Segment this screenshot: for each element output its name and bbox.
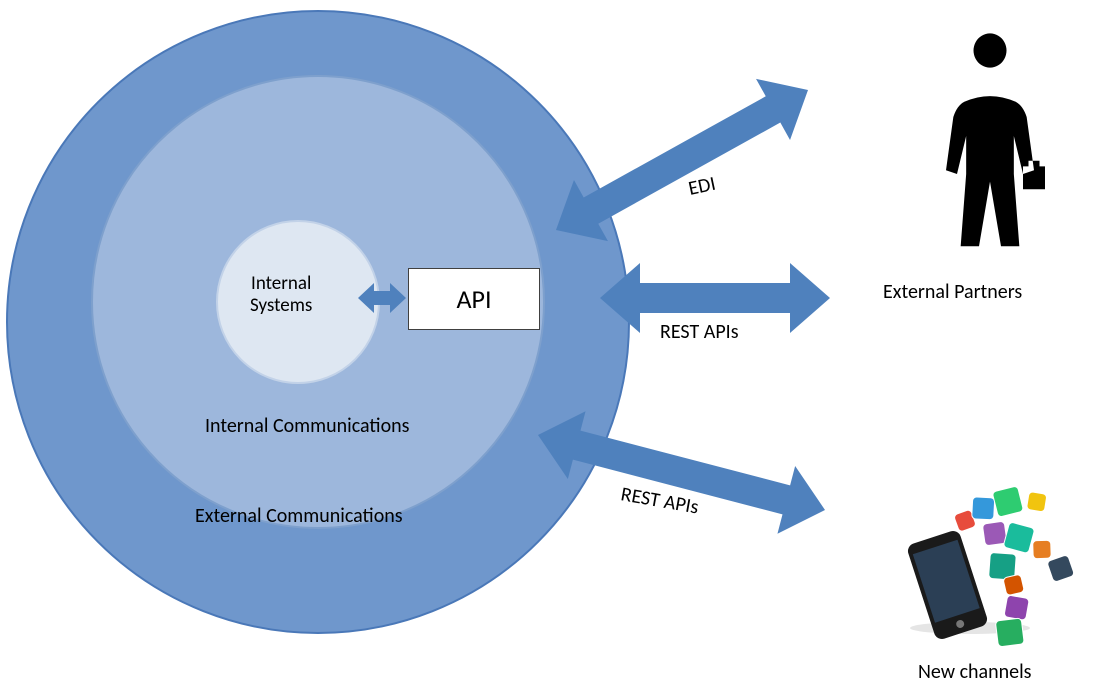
- diagram-stage: External Communications Internal Communi…: [0, 0, 1113, 689]
- new-channels-label: New channels: [918, 660, 1032, 684]
- api-box: API: [408, 268, 540, 330]
- rest-partners-arrow-label: REST APIs: [660, 320, 739, 344]
- mobile-apps-icon: [906, 486, 1075, 647]
- external-partners-label: External Partners: [883, 280, 1022, 304]
- internal-communications-label: Internal Communications: [205, 415, 409, 438]
- api-label: API: [456, 283, 491, 315]
- edi-arrow-label: EDI: [686, 172, 718, 201]
- rest-partners-arrow: [600, 263, 830, 333]
- businessman-icon: [946, 33, 1045, 246]
- external-communications-label: External Communications: [195, 505, 403, 528]
- rest-channels-arrow-label: REST APIs: [619, 482, 701, 519]
- internal-systems-label: Internal Systems: [250, 273, 312, 317]
